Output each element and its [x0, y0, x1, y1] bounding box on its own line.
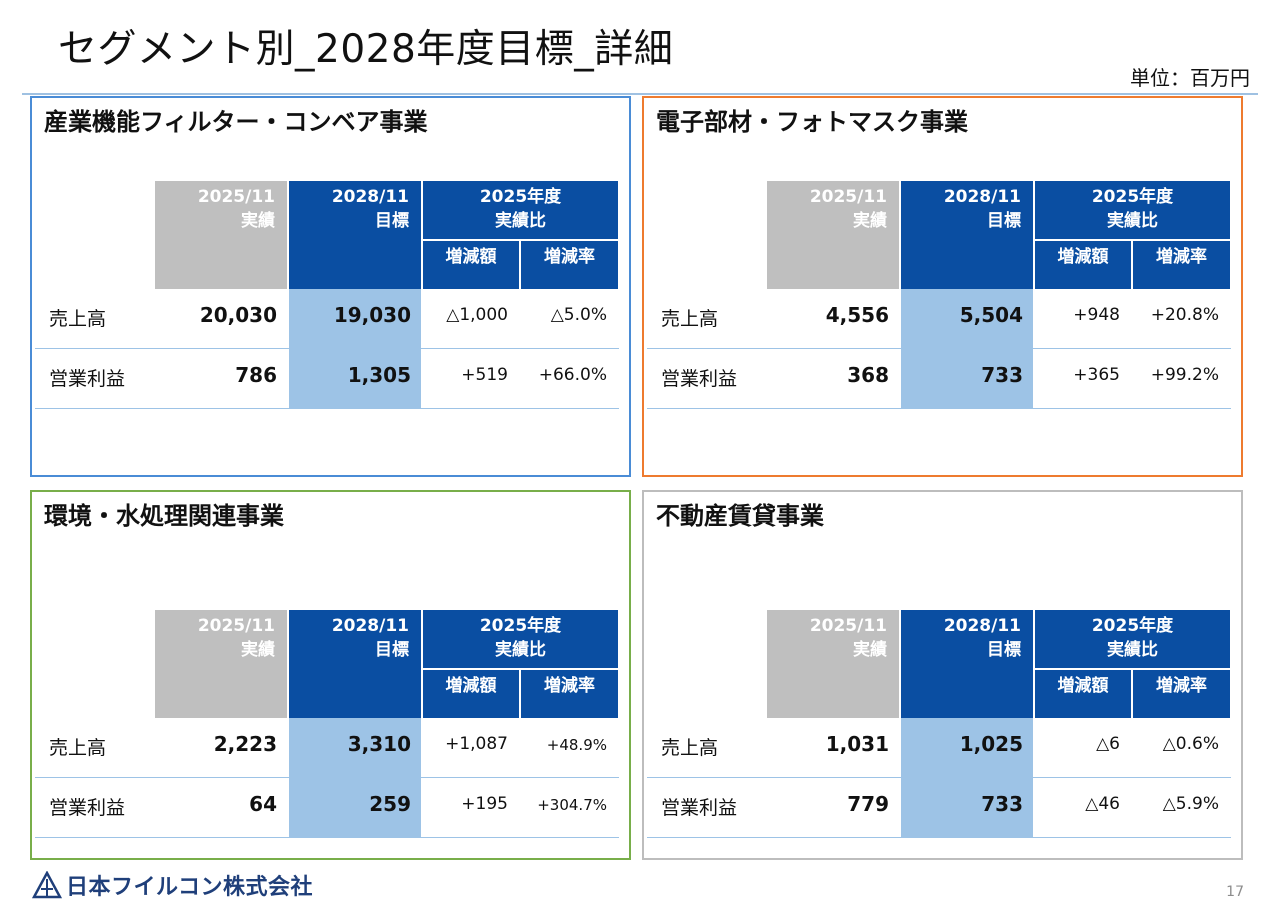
- value-rate: +304.7%: [537, 796, 607, 814]
- page-number: 17: [1226, 884, 1244, 900]
- value-actual: 786: [235, 363, 277, 387]
- row-label: 売上高: [49, 737, 107, 759]
- header-actual: 2025/11 実績: [767, 181, 899, 289]
- target-column-band: [901, 289, 1033, 409]
- value-rate: △5.9%: [1162, 794, 1219, 814]
- header-target: 2028/11 目標: [901, 181, 1033, 289]
- header-rate: 増減率: [521, 241, 618, 289]
- value-diff: △6: [1096, 734, 1120, 754]
- segment-title: 不動産賃貸事業: [656, 502, 824, 530]
- value-target: 733: [981, 792, 1023, 816]
- company-logo: 日本フイルコン株式会社: [32, 870, 313, 900]
- value-target: 1,305: [347, 363, 411, 387]
- value-actual: 4,556: [825, 303, 889, 327]
- header-target: 2028/11 目標: [289, 610, 421, 718]
- value-actual: 779: [847, 792, 889, 816]
- header-compare: 2025年度 実績比: [423, 181, 618, 239]
- value-rate: +66.0%: [538, 365, 607, 385]
- table-row-op-profit: 営業利益 368 733 +365 +99.2%: [647, 349, 1231, 409]
- segment-title: 電子部材・フォトマスク事業: [656, 108, 968, 136]
- header-diff: 増減額: [423, 670, 519, 718]
- header-rate: 増減率: [1133, 241, 1230, 289]
- value-rate: +20.8%: [1150, 305, 1219, 325]
- value-target: 733: [981, 363, 1023, 387]
- table-row-sales: 売上高 4,556 5,504 +948 +20.8%: [647, 289, 1231, 349]
- value-diff: +519: [461, 365, 508, 385]
- header-compare: 2025年度 実績比: [423, 610, 618, 668]
- value-diff: △46: [1085, 794, 1120, 814]
- row-label: 売上高: [661, 737, 719, 759]
- value-diff: +1,087: [445, 734, 508, 754]
- header-rate: 増減率: [1133, 670, 1230, 718]
- value-diff: △1,000: [446, 305, 508, 325]
- value-actual: 1,031: [825, 732, 889, 756]
- row-label: 売上高: [49, 308, 107, 330]
- table-row-op-profit: 営業利益 779 733 △46 △5.9%: [647, 778, 1231, 838]
- header-compare: 2025年度 実績比: [1035, 181, 1230, 239]
- table-row-sales: 売上高 1,031 1,025 △6 △0.6%: [647, 718, 1231, 778]
- value-rate: +48.9%: [546, 736, 607, 754]
- segment-title: 産業機能フィルター・コンベア事業: [44, 108, 428, 136]
- row-label: 営業利益: [49, 368, 126, 390]
- row-label: 売上高: [661, 308, 719, 330]
- value-target: 5,504: [959, 303, 1023, 327]
- header-actual: 2025/11 実績: [155, 610, 287, 718]
- row-label: 営業利益: [661, 797, 738, 819]
- value-rate: △0.6%: [1162, 734, 1219, 754]
- value-actual: 368: [847, 363, 889, 387]
- segment-panel-environment-water: 環境・水処理関連事業 2025/11 実績 2028/11 目標 2025年度 …: [30, 490, 631, 860]
- table-row-sales: 売上高 2,223 3,310 +1,087 +48.9%: [35, 718, 619, 778]
- row-label: 営業利益: [49, 797, 126, 819]
- table-row-op-profit: 営業利益 64 259 +195 +304.7%: [35, 778, 619, 838]
- value-actual: 64: [249, 792, 277, 816]
- header-actual: 2025/11 実績: [767, 610, 899, 718]
- value-rate: △5.0%: [550, 305, 607, 325]
- header-target: 2028/11 目標: [289, 181, 421, 289]
- value-diff: +365: [1073, 365, 1120, 385]
- table-row-sales: 売上高 20,030 19,030 △1,000 △5.0%: [35, 289, 619, 349]
- target-column-band: [289, 718, 421, 838]
- table-row-op-profit: 営業利益 786 1,305 +519 +66.0%: [35, 349, 619, 409]
- page-title: セグメント別_2028年度目標_詳細: [58, 27, 674, 72]
- header-target: 2028/11 目標: [901, 610, 1033, 718]
- company-logo-icon: [32, 871, 62, 899]
- value-rate: +99.2%: [1150, 365, 1219, 385]
- header-diff: 増減額: [423, 241, 519, 289]
- segment-panel-electronic-photomask: 電子部材・フォトマスク事業 2025/11 実績 2028/11 目標 2025…: [642, 96, 1243, 477]
- value-actual: 2,223: [213, 732, 277, 756]
- segment-title: 環境・水処理関連事業: [44, 502, 284, 530]
- unit-label: 単位：百万円: [1130, 66, 1250, 90]
- value-target: 19,030: [333, 303, 411, 327]
- header-diff: 増減額: [1035, 670, 1131, 718]
- header-diff: 増減額: [1035, 241, 1131, 289]
- title-divider: [22, 93, 1258, 95]
- value-diff: +948: [1073, 305, 1120, 325]
- segment-panel-industrial-filter: 産業機能フィルター・コンベア事業 2025/11 実績 2028/11 目標 2…: [30, 96, 631, 477]
- target-column-band: [901, 718, 1033, 838]
- row-label: 営業利益: [661, 368, 738, 390]
- company-name: 日本フイルコン株式会社: [66, 875, 314, 900]
- header-rate: 増減率: [521, 670, 618, 718]
- value-target: 1,025: [959, 732, 1023, 756]
- value-diff: +195: [461, 794, 508, 814]
- header-compare: 2025年度 実績比: [1035, 610, 1230, 668]
- value-target: 259: [369, 792, 411, 816]
- segment-panel-real-estate: 不動産賃貸事業 2025/11 実績 2028/11 目標 2025年度 実績比…: [642, 490, 1243, 860]
- value-actual: 20,030: [199, 303, 277, 327]
- value-target: 3,310: [347, 732, 411, 756]
- header-actual: 2025/11 実績: [155, 181, 287, 289]
- target-column-band: [289, 289, 421, 409]
